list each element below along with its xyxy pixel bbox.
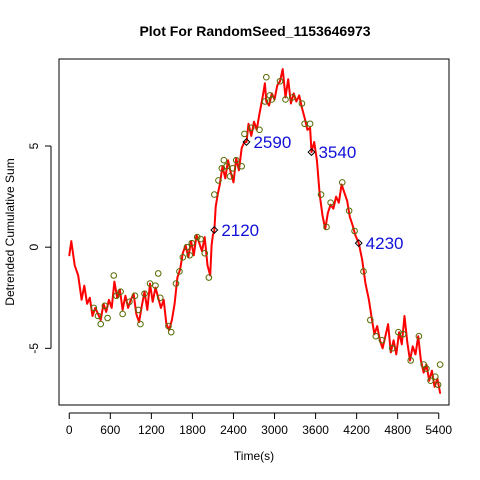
axes: 0 600 1200 1800 2400 3000 3600 4200 4800 5400 -5 0 5: [27, 142, 452, 437]
circle-marker: [423, 365, 430, 372]
diamond-marker: [242, 137, 251, 146]
x-tick-label: 600: [100, 423, 120, 437]
circle-marker: [256, 126, 263, 134]
annotation-label: 2120: [221, 221, 259, 240]
circle-marker: [201, 249, 209, 257]
circle-marker: [205, 274, 213, 281]
circle-marker: [338, 179, 346, 186]
y-axis-label: Detrended Cumulative Sum: [3, 158, 17, 305]
x-tick-label: 4800: [384, 423, 411, 437]
circle-marker: [165, 322, 172, 330]
circle-marker: [104, 314, 111, 322]
circle-marker: [152, 282, 159, 289]
x-tick-label: 5400: [425, 423, 452, 437]
y-tick-label: -5: [27, 343, 41, 354]
y-tick-label: 0: [27, 244, 41, 251]
circle-marker: [183, 243, 191, 251]
circle-marker: [220, 156, 228, 164]
circle-marker: [327, 199, 334, 206]
circle-marker: [229, 164, 237, 172]
x-tick-label: 3600: [302, 423, 329, 437]
circle-marker: [263, 73, 270, 81]
circle-marker: [188, 239, 196, 247]
circle-marker: [90, 304, 98, 312]
circle-marker: [232, 156, 240, 164]
circle-marker: [345, 207, 353, 215]
circle-marker: [378, 336, 386, 344]
circle-marker: [298, 100, 306, 107]
circle-marker: [176, 268, 183, 275]
plot-content: 2120 2590 3540 4230: [68, 68, 444, 394]
circle-marker: [247, 124, 255, 132]
plot-frame: [58, 58, 450, 406]
circle-marker: [388, 345, 396, 352]
circle-marker: [323, 223, 330, 231]
circle-marker: [226, 173, 234, 180]
x-tick-label: 4200: [343, 423, 370, 437]
circle-marker: [126, 298, 133, 306]
circle-marker: [434, 381, 442, 389]
x-tick-label: 1800: [179, 423, 206, 437]
x-tick-label: 3000: [261, 423, 288, 437]
circle-marker: [282, 96, 289, 103]
circle-marker: [427, 377, 434, 385]
circle-marker: [223, 162, 230, 170]
circle-marker: [193, 233, 201, 241]
circle-marker: [117, 288, 124, 295]
circle-marker: [167, 328, 175, 336]
circle-marker: [241, 130, 248, 138]
circle-marker: [119, 310, 126, 318]
circle-marker: [154, 270, 162, 277]
circle-marker: [94, 312, 102, 320]
circle-marker: [156, 294, 164, 302]
y-tick-label: 5: [27, 142, 41, 149]
circle-marker: [276, 77, 284, 85]
circle-marker: [407, 357, 414, 364]
circle-marker: [215, 177, 222, 184]
circle-marker: [351, 227, 358, 235]
circle-marker: [141, 290, 148, 298]
circle-marker: [179, 253, 187, 261]
annotation-label: 3540: [318, 143, 356, 162]
circle-marker: [110, 272, 118, 279]
annotation-label: 2590: [253, 133, 291, 152]
x-axis-label: Time(s): [234, 449, 274, 463]
circle-marker: [399, 330, 407, 338]
diamond-marker: [354, 239, 363, 248]
x-tick-label: 1200: [138, 423, 165, 437]
diamond-marker: [307, 148, 316, 157]
circle-marker: [211, 191, 218, 198]
circle-marker: [432, 373, 439, 380]
circle-marker: [135, 306, 142, 314]
circle-marker: [146, 280, 154, 287]
x-tick-label: 0: [66, 423, 73, 437]
circle-marker: [238, 162, 245, 170]
circle-marker: [97, 320, 105, 328]
circle-marker: [197, 235, 204, 243]
circle-marker: [266, 92, 274, 99]
x-tick-label: 2400: [220, 423, 247, 437]
circle-marker: [415, 332, 423, 340]
circle-marker: [101, 302, 109, 310]
circle-marker: [261, 98, 269, 105]
circle-marker: [306, 120, 314, 128]
circle-marker: [289, 94, 296, 101]
circle-marker: [268, 96, 276, 103]
circle-marker: [113, 292, 120, 300]
chart-title: Plot For RandomSeed_1153646973: [139, 23, 370, 39]
circle-marker: [131, 292, 139, 300]
circle-marker: [172, 280, 180, 287]
annotation-label: 4230: [366, 234, 404, 253]
diamond-marker: [210, 225, 219, 234]
circle-marker: [372, 332, 380, 340]
circle-marker: [137, 320, 144, 328]
circle-marker: [367, 316, 374, 324]
circle-marker: [436, 361, 444, 368]
circle-marker: [317, 191, 325, 198]
circle-marker: [186, 251, 193, 259]
circle-marker: [360, 268, 367, 275]
